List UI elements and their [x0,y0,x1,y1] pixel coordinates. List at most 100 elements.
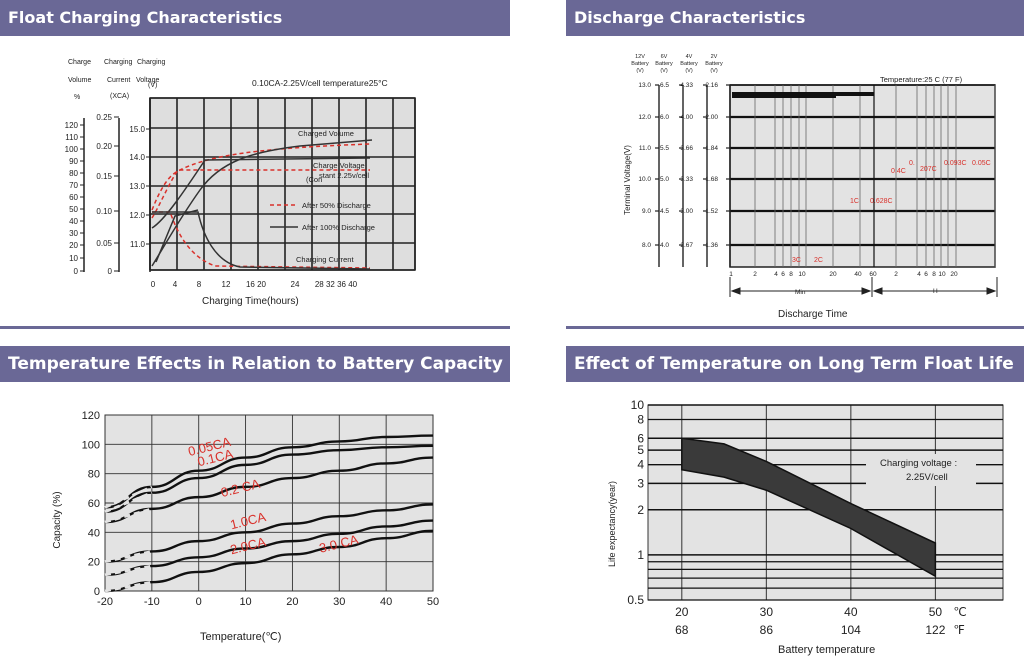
float-hdr-vv-3: (V) [148,82,157,89]
fl-unit-c: ℃ [953,605,966,619]
float-label-charge-voltage-2b: stant 2.25v/cell [319,171,369,180]
float-voltage-100 [151,157,371,229]
discharge-voltage-label: 4.5 [660,208,669,215]
discharge-x-tick-h: 2 [894,271,898,278]
discharge-x-tick-min: 20 [829,271,837,278]
discharge-rate-label: 0.628C [870,198,893,205]
float-cv-tick-label: 30 [69,229,78,238]
tc-x-tick: -10 [144,596,160,608]
discharge-voltage-label: 10.0 [638,176,651,183]
float-rule [0,326,510,329]
float-cv-tick-label: 60 [69,193,78,202]
discharge-voltage-label: 9.0 [642,208,651,215]
float-x-tick-label: 8 [197,280,202,289]
tc-x-tick: -20 [97,596,113,608]
float-hdr-vv-1: Charging [137,59,166,66]
discharge-rate-label: 0.093C [944,160,967,167]
float-label-charge-voltage: Charge Voltage [313,161,365,170]
discharge-col-header: (V) [660,68,668,74]
discharge-col-header: Battery [655,61,673,67]
float-cv-tick-label: 100 [65,145,79,154]
discharge-header: Discharge Characteristics [566,0,1024,36]
discharge-voltage-label: 4.33 [680,82,693,89]
tc-series-line [104,519,434,577]
fl-y-tick: 1 [637,548,644,562]
discharge-x-tick-h: 20 [950,271,958,278]
discharge-x-tick-h: 8 [932,271,936,278]
discharge-col-header: 6V [661,54,668,60]
tc-series-dash [104,507,153,524]
discharge-x-tick-min: 8 [789,271,793,278]
discharge-chart: 12VBattery(V)6VBattery(V)4VBattery(V)2VB… [623,54,998,320]
discharge-col-header: (V) [710,68,718,74]
tc-y-tick: 80 [88,469,100,481]
discharge-col-header: (V) [685,68,693,74]
tc-x-tick: 50 [427,596,439,608]
fl-y-tick: 5 [637,443,644,457]
tc-x-tick: 0 [196,596,202,608]
float-hdr-vv-2: Voltage [136,77,159,84]
discharge-x-tick-min: 60 [869,271,877,278]
tc-series-line [104,529,434,593]
float-cc-tick-label: 0 [108,267,113,276]
discharge-x-tick-h: 6 [924,271,928,278]
tc-y-tick: 0 [94,586,100,598]
discharge-col-header: (V) [636,68,644,74]
float-vv-tick-label: 15.0 [129,125,145,134]
fl-y-tick: 4 [637,458,644,472]
float-label-after100: After 100% Discharge [302,223,375,232]
fl-x-tick-c: 20 [675,605,689,619]
fl-ylabel: Life expectancy(year) [607,481,617,567]
discharge-plot-bg [729,84,996,268]
float-cv-tick-label: 0 [74,267,79,276]
float-label-charged-volume: Charged Volume [298,129,354,138]
float-current-100 [152,211,371,270]
fl-y-tick: 3 [637,476,644,490]
float-cc-tick-label: 0.25 [96,113,112,122]
discharge-rate-label: 0.05C [972,160,991,167]
discharge-rate-label: 207C [920,166,937,173]
float-label-charge-voltage-2a: (Con [306,175,322,184]
tc-series-line [104,434,434,509]
discharge-top-line-2 [732,95,836,98]
fl-x-tick-f: 86 [760,623,774,637]
fl-annotation-1: Charging voltage : [880,458,957,469]
tc-grid [104,414,434,592]
discharge-title: Discharge Characteristics [574,8,806,27]
discharge-voltage-label: 2.67 [680,242,693,249]
float-voltage-50 [151,169,370,219]
float-hdr-cv-3: % [74,94,80,101]
tc-xlabel: Temperature(℃) [200,631,281,643]
fl-grid [648,404,1003,601]
float-label-charging-current: Charging Current [296,255,354,264]
discharge-x-tick-min: 2 [753,271,757,278]
discharge-unit-h: H [933,288,938,295]
fl-y-tick: 2 [637,503,644,517]
discharge-rate-label: 3C [792,257,801,264]
float-title: Float Charging Characteristics [8,8,283,27]
float-current-rise [155,209,199,263]
fl-x-tick-f: 104 [841,623,861,637]
fl-y-tick: 6 [637,431,644,445]
discharge-col-header: Battery [680,61,698,67]
float-header: Float Charging Characteristics [0,0,510,36]
float-x-tick-label: 24 [291,280,300,289]
float-vv-tick-label: 13.0 [129,182,145,191]
float-charged-volume-100 [151,139,373,267]
float-charged-volume-50 [151,143,371,211]
tc-y-tick: 40 [88,527,100,539]
discharge-rule [566,326,1024,329]
fl-annotation-box [866,454,976,486]
float-vv-tick-label: 11.0 [130,240,146,249]
tc-x-tick: 30 [333,596,345,608]
tc-x-tick: 10 [239,596,251,608]
fl-unit-f: ℉ [953,623,964,637]
discharge-voltage-label: 3.33 [680,176,693,183]
discharge-x-tick-min: 40 [854,271,862,278]
discharge-voltage-label: 2.00 [705,114,718,121]
tc-series-dash [104,485,153,509]
float-cc-tick-label: 0.10 [96,207,112,216]
tc-series-dash [104,491,153,514]
discharge-voltage-label: 6.5 [660,82,669,89]
